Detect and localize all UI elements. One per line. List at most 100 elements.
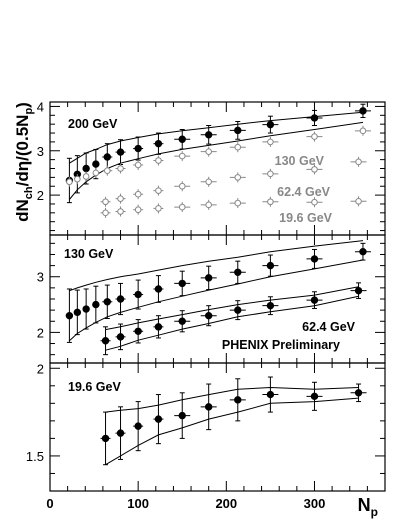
data-point <box>82 305 90 313</box>
data-point <box>178 203 186 211</box>
y-tick-label: 2 <box>37 325 44 340</box>
series-62-4-gev <box>100 282 367 356</box>
data-point <box>178 135 186 143</box>
data-point <box>102 209 109 217</box>
data-point <box>267 138 274 146</box>
data-point <box>266 120 275 129</box>
x-axis-label-sub: p <box>371 505 378 519</box>
data-point <box>74 175 81 183</box>
panel-label: PHENIX Preliminary <box>222 338 340 352</box>
y-tick-label: 4 <box>37 99 44 114</box>
data-point <box>234 396 242 404</box>
y-axis-label-sub2: p <box>23 108 35 115</box>
data-point <box>311 198 318 206</box>
data-point <box>178 152 186 160</box>
series-130-gev <box>66 125 371 187</box>
data-point <box>155 157 162 164</box>
panel-frame <box>49 362 386 492</box>
data-point <box>134 327 142 335</box>
panel-top: 2 3 4 200 GeV 130 GeV 62.4 GeV 19.6 GeV <box>37 99 386 236</box>
data-point <box>134 144 142 153</box>
y-tick-label: 3 <box>37 144 44 159</box>
y-tick-label: 1.5 <box>26 449 44 464</box>
series-19-6-gev <box>100 376 367 466</box>
data-point <box>234 199 242 207</box>
y-axis-label-sub1: ch <box>23 186 35 199</box>
data-point <box>310 392 319 401</box>
x-tick-label: 0 <box>46 496 53 511</box>
data-point <box>92 300 100 309</box>
band-upper-line <box>69 240 364 292</box>
panel-middle: 2 3 130 GeV 62.4 GeV PHENIX Preliminary <box>37 234 386 364</box>
band-lower-line <box>105 397 359 466</box>
series-130-gev <box>65 240 371 343</box>
data-point <box>101 434 110 443</box>
data-point <box>204 403 213 411</box>
data-point <box>266 301 275 310</box>
y-tick-label: 2 <box>37 188 44 203</box>
panel-label: 200 GeV <box>68 117 118 131</box>
y-axis-label: dNch/dη/(0.5Np) <box>13 102 35 222</box>
data-point <box>116 333 125 341</box>
data-point <box>354 286 363 295</box>
data-point <box>134 206 142 214</box>
panels: 2 3 4 200 GeV 130 GeV 62.4 GeV 19.6 GeV 2 3 130 G… <box>26 99 386 511</box>
data-point <box>82 173 90 180</box>
data-point <box>155 205 162 212</box>
data-point <box>116 429 125 437</box>
data-point <box>102 198 109 206</box>
data-point <box>178 317 186 325</box>
data-point <box>205 201 212 209</box>
x-tick-label: 200 <box>215 496 237 511</box>
data-point <box>154 139 163 148</box>
data-point <box>155 187 162 194</box>
y-tick-label: 2 <box>37 361 44 376</box>
data-point <box>82 164 90 173</box>
x-tick-label: 100 <box>127 496 149 511</box>
data-point <box>92 160 100 168</box>
data-point <box>204 274 213 282</box>
data-point <box>310 114 319 122</box>
panel-bottom: 1.5 2 0 100 200 300 19.6 GeV <box>26 361 386 511</box>
band-upper-line <box>105 386 359 413</box>
band-lower-line <box>69 121 364 200</box>
data-point <box>104 167 111 175</box>
data-point <box>116 295 125 303</box>
data-point <box>178 279 186 288</box>
data-point <box>266 390 275 399</box>
data-point <box>355 158 362 166</box>
data-point <box>66 178 73 186</box>
data-point <box>92 169 100 177</box>
data-point <box>154 323 163 331</box>
band-upper-line <box>69 111 364 164</box>
data-point <box>204 131 213 139</box>
data-point <box>103 153 112 161</box>
data-point <box>117 165 124 172</box>
y-axis-label-mid: /dη/(0.5N <box>13 115 32 187</box>
data-point <box>204 311 213 320</box>
data-point <box>103 298 112 306</box>
data-point <box>234 174 242 181</box>
data-point <box>73 308 82 317</box>
panel-label: 19.6 GeV <box>279 211 332 225</box>
data-point <box>355 198 362 205</box>
data-point <box>354 389 363 397</box>
data-point <box>117 195 124 202</box>
data-point <box>234 126 242 135</box>
series-62-4-gev <box>100 156 367 207</box>
data-point <box>178 182 186 190</box>
data-point <box>310 296 319 304</box>
data-point <box>310 255 319 263</box>
data-point <box>134 422 142 430</box>
band-upper-line <box>105 286 359 331</box>
data-point <box>134 161 142 169</box>
series-19-6-gev <box>100 196 367 218</box>
band-lower-line <box>69 259 364 342</box>
data-point <box>205 148 212 155</box>
y-axis-label-end: ) <box>13 102 32 108</box>
x-axis-label-main: N <box>358 495 371 515</box>
data-point <box>234 143 242 151</box>
data-point <box>234 268 242 276</box>
data-point <box>266 261 275 270</box>
